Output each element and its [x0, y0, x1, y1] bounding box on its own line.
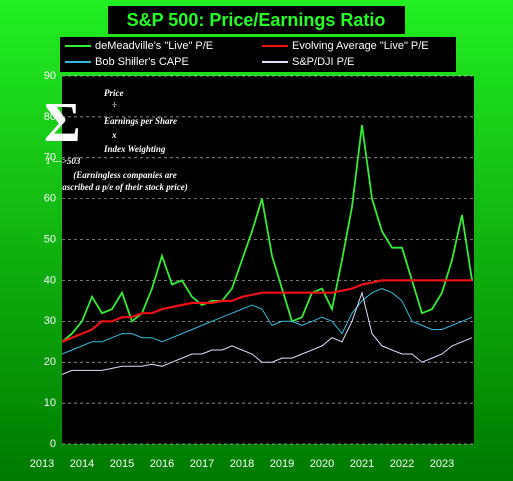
x-tick-label: 2021	[350, 458, 374, 470]
series-line	[61, 279, 472, 343]
y-tick-label: 60	[44, 193, 56, 205]
annotation: (Earningless companies are	[73, 170, 177, 180]
title-box	[108, 6, 405, 34]
x-tick-label: 2022	[390, 458, 414, 470]
y-tick-label: 0	[50, 438, 56, 450]
y-tick-label: 40	[44, 274, 56, 286]
annotation: ÷	[112, 100, 117, 110]
legend-label: Bob Shiller's CAPE	[95, 56, 189, 68]
y-tick-label: 70	[44, 152, 56, 164]
annotation: ascribed a p/e of their stock price)	[62, 182, 187, 192]
y-tick-label: 90	[44, 70, 56, 82]
y-tick-label: 30	[44, 315, 56, 327]
x-tick-label: 2017	[190, 458, 214, 470]
legend-box	[60, 37, 456, 72]
series-line	[61, 288, 473, 355]
legend-label: S&P/DJI P/E	[292, 56, 354, 68]
chart-title: S&P 500: Price/Earnings Ratio	[127, 10, 386, 30]
y-tick-label: 10	[44, 397, 56, 409]
annotation: 1 --->503	[46, 156, 81, 166]
series-line	[61, 290, 473, 375]
x-tick-label: 2018	[230, 458, 254, 470]
y-tick-label: 50	[44, 233, 56, 245]
annotation: Earnings per Share	[103, 116, 177, 126]
x-tick-label: 2019	[270, 458, 294, 470]
annotation: Price	[104, 88, 124, 98]
x-tick-label: 2013	[30, 458, 54, 470]
x-tick-label: 2016	[150, 458, 174, 470]
y-tick-label: 20	[44, 356, 56, 368]
y-tick-label: 80	[44, 111, 56, 123]
x-tick-label: 2014	[70, 458, 94, 470]
x-tick-label: 2023	[430, 458, 454, 470]
sigma: Σ	[44, 92, 81, 154]
annotation: x	[111, 130, 117, 140]
legend-label: deMeadville's "Live" P/E	[95, 40, 213, 52]
legend-label: Evolving Average "Live" P/E	[292, 40, 429, 52]
plot-area	[62, 76, 474, 444]
x-tick-label: 2015	[110, 458, 134, 470]
annotation: Index Weighting	[103, 144, 166, 154]
x-tick-label: 2020	[310, 458, 334, 470]
